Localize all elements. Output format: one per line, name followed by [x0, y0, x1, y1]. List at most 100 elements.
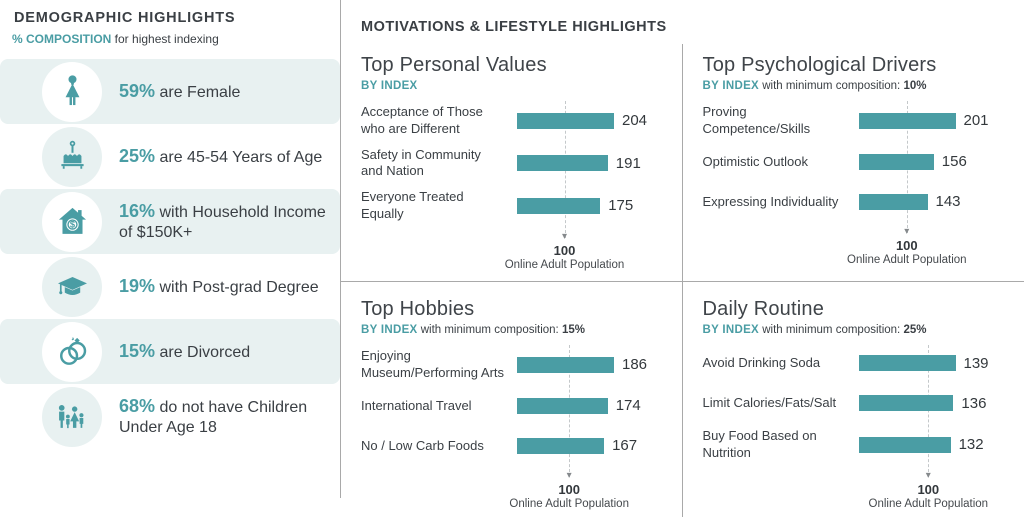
bar-label: Limit Calories/Fats/Salt [703, 395, 847, 411]
composition-label: % COMPOSITION [12, 32, 111, 46]
min-composition-value: 10% [903, 80, 926, 92]
bar-track: 204 [517, 113, 668, 129]
stat-row: 25% are 45-54 Years of Age [0, 124, 340, 189]
bar-value: 201 [964, 112, 989, 129]
bar-row: Limit Calories/Fats/Salt 136 [703, 388, 1011, 418]
chart-axis: ▾ 100 Online Adult Population [361, 232, 668, 278]
reference-caption: Online Adult Population [509, 498, 629, 510]
bar [859, 154, 934, 170]
reference-caption: Online Adult Population [869, 498, 989, 510]
bar-value: 174 [616, 397, 641, 414]
chart-title: Top Hobbies [361, 298, 668, 321]
bar-track: 175 [517, 198, 668, 214]
bar [859, 355, 956, 371]
stat-text: 16% with Household Income of $150K+ [119, 201, 339, 242]
bar-label: Optimistic Outlook [703, 154, 847, 170]
bar-row: Avoid Drinking Soda 139 [703, 348, 1011, 378]
bar-row: Acceptance of Those who are Different 20… [361, 104, 668, 137]
bar-label: Expressing Individuality [703, 194, 847, 210]
bar-label: Safety in Community and Nation [361, 147, 505, 180]
bar-track: 186 [517, 357, 668, 373]
bar-track: 156 [859, 154, 1011, 170]
reference-value: 100 [558, 482, 580, 497]
infographic-root: DEMOGRAPHIC HIGHLIGHTS % COMPOSITION for… [0, 0, 1024, 498]
bar-track: 132 [859, 437, 1011, 453]
graduation-cap-icon [42, 257, 102, 317]
bar-value: 156 [942, 153, 967, 170]
wedding-rings-icon [42, 322, 102, 382]
bar-track: 143 [859, 194, 1011, 210]
bar-row: Expressing Individuality 143 [703, 187, 1011, 217]
bar-label: Enjoying Museum/Performing Arts [361, 348, 505, 381]
demographics-subtitle: % COMPOSITION for highest indexing [12, 32, 340, 46]
bar-row: No / Low Carb Foods 167 [361, 431, 668, 461]
stat-text: 25% are 45-54 Years of Age [119, 146, 322, 168]
bar [517, 113, 614, 129]
demographics-title: DEMOGRAPHIC HIGHLIGHTS [14, 10, 340, 26]
demographics-panel: DEMOGRAPHIC HIGHLIGHTS % COMPOSITION for… [0, 0, 341, 498]
bar-row: Safety in Community and Nation 191 [361, 147, 668, 180]
bar-value: 132 [959, 436, 984, 453]
by-index-label: BY INDEX [361, 80, 418, 92]
stats-list: 59% are Female 25% are 45-54 Years of Ag… [0, 59, 340, 449]
bar-row: Everyone Treated Equally 175 [361, 189, 668, 222]
chart-title: Daily Routine [703, 298, 1011, 321]
bar-label: Everyone Treated Equally [361, 189, 505, 222]
stat-row: 15% are Divorced [0, 319, 340, 384]
bar-track: 136 [859, 395, 1011, 411]
bar-track: 139 [859, 355, 1011, 371]
bar-label: Proving Competence/Skills [703, 104, 847, 137]
stat-label: are 45-54 Years of Age [155, 149, 322, 166]
bar-value: 167 [612, 437, 637, 454]
bar [859, 437, 951, 453]
subtitle-text: with minimum composition: [759, 80, 903, 92]
chart-area: Proving Competence/Skills 201 Optimistic… [703, 104, 1011, 273]
stat-value: 15% [119, 341, 155, 361]
birthday-cake-icon [42, 127, 102, 187]
chart-axis: ▾ 100 Online Adult Population [703, 471, 1011, 517]
bar-value: 143 [936, 193, 961, 210]
stat-label: are Divorced [155, 344, 250, 361]
reference-value: 100 [917, 482, 939, 497]
chart-top-psychological-drivers: Top Psychological Drivers BY INDEX with … [683, 44, 1024, 281]
stat-row: 19% with Post-grad Degree [0, 254, 340, 319]
bar-track: 201 [859, 113, 1011, 129]
reference-caption: Online Adult Population [505, 259, 625, 271]
subtitle-text: with minimum composition: [759, 324, 903, 336]
stat-value: 68% [119, 396, 155, 416]
stat-row: 59% are Female [0, 59, 340, 124]
stat-label: with Post-grad Degree [155, 279, 319, 296]
chart-title: Top Psychological Drivers [703, 54, 1011, 77]
bar-track: 167 [517, 438, 668, 454]
bar-row: Optimistic Outlook 156 [703, 147, 1011, 177]
by-index-label: BY INDEX [703, 80, 760, 92]
bar [517, 438, 604, 454]
chart-area: Enjoying Museum/Performing Arts 186 Inte… [361, 348, 668, 517]
chart-area: Acceptance of Those who are Different 20… [361, 104, 668, 278]
stat-value: 19% [119, 276, 155, 296]
by-index-label: BY INDEX [361, 324, 418, 336]
subtitle-text: with minimum composition: [418, 324, 562, 336]
bar [517, 155, 608, 171]
reference-value: 100 [554, 243, 576, 258]
reference-value: 100 [896, 238, 918, 253]
female-icon [42, 62, 102, 122]
bar-value: 175 [608, 197, 633, 214]
stat-label: are Female [155, 84, 240, 101]
bar-value: 186 [622, 356, 647, 373]
stat-value: 25% [119, 146, 155, 166]
arrow-down-icon: ▾ [562, 232, 567, 241]
chart-subtitle: BY INDEX with minimum composition: 10% [703, 80, 1011, 92]
bar-value: 191 [616, 155, 641, 172]
bar-value: 136 [961, 395, 986, 412]
stat-text: 68% do not have Children Under Age 18 [119, 396, 339, 437]
stat-value: 59% [119, 81, 155, 101]
chart-axis: ▾ 100 Online Adult Population [361, 471, 668, 517]
motivations-panel: MOTIVATIONS & LIFESTYLE HIGHLIGHTS Top P… [341, 0, 1024, 498]
bar [859, 395, 954, 411]
motivations-title: MOTIVATIONS & LIFESTYLE HIGHLIGHTS [341, 10, 1024, 35]
bar-row: Enjoying Museum/Performing Arts 186 [361, 348, 668, 381]
stat-row: $ 16% with Household Income of $150K+ [0, 189, 340, 254]
stat-value: 16% [119, 201, 155, 221]
bar-value: 139 [964, 355, 989, 372]
